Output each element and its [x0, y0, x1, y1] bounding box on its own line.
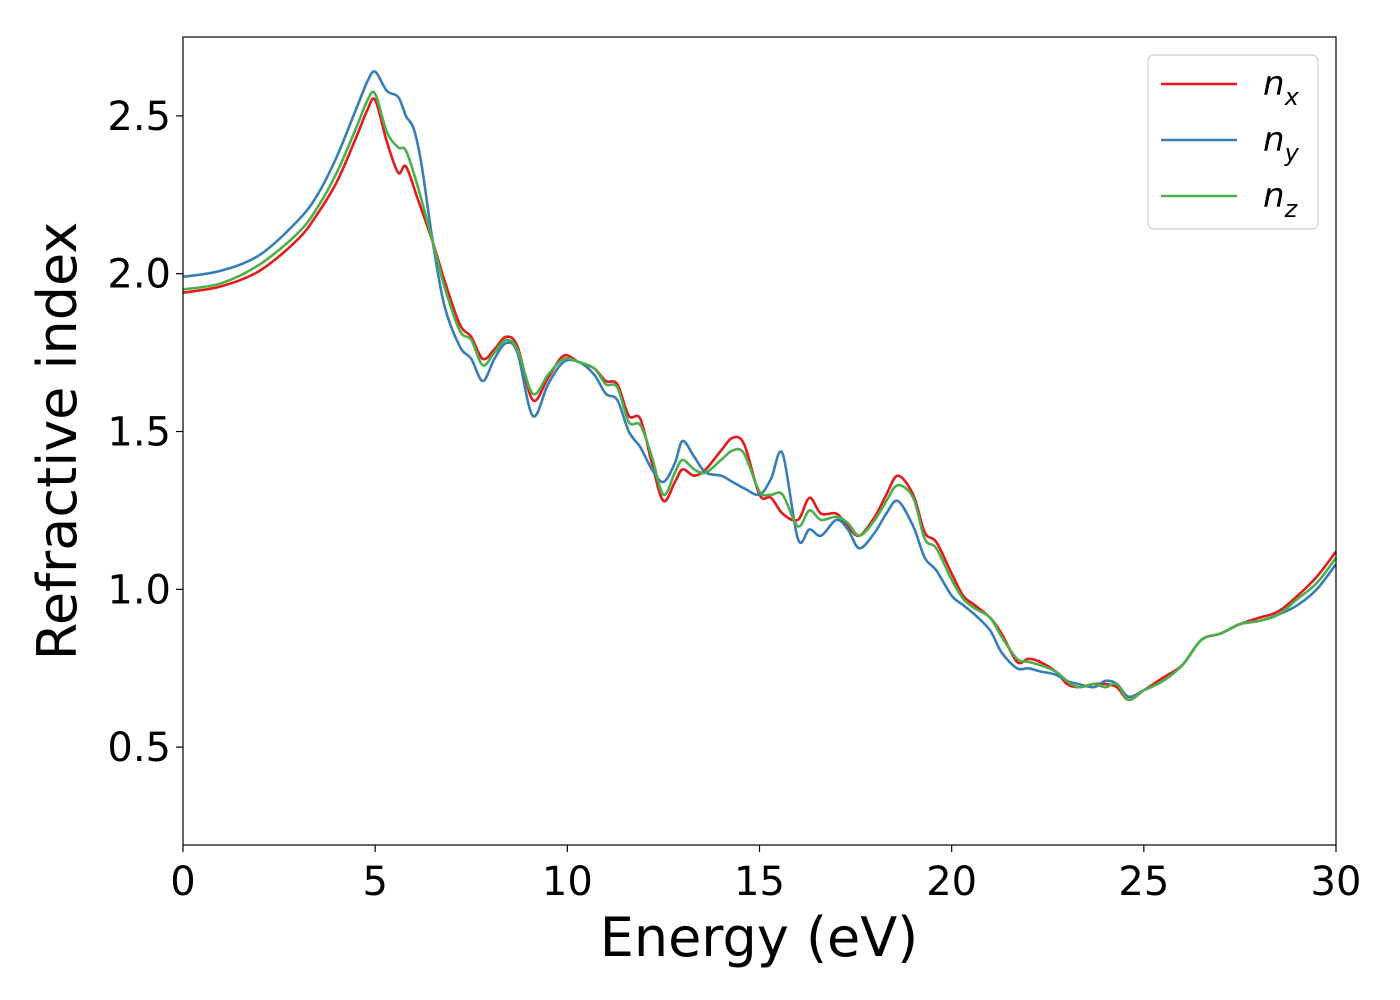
y-tick-label: 2.5: [107, 94, 171, 140]
y-tick-label: 0.5: [107, 725, 171, 771]
x-ticks: 0 5 10 15 20 25 30: [170, 845, 1361, 905]
legend-box: [1147, 54, 1319, 230]
y-ticks: 0.5 1.0 1.5 2.0 2.5: [107, 94, 183, 771]
y-tick-label: 1.0: [107, 567, 171, 613]
x-tick-label: 5: [362, 859, 387, 905]
series-line-n-z: [182, 90, 1338, 702]
series-layer: [182, 70, 1338, 702]
x-tick-label: 15: [734, 859, 785, 905]
x-axis-title: Energy (eV): [600, 906, 919, 969]
y-tick-label: 1.5: [107, 410, 171, 456]
x-tick-label: 0: [170, 859, 195, 905]
x-tick-label: 10: [542, 859, 593, 905]
x-tick-label: 20: [926, 859, 977, 905]
y-axis-title: Refractive index: [26, 222, 89, 661]
legend-label-n-y: ny: [1263, 120, 1300, 167]
series-line-n-y: [182, 70, 1338, 699]
legend-subscript: y: [1284, 139, 1300, 167]
legend-label-n-x: nx: [1263, 64, 1300, 111]
legend-subscript: z: [1284, 195, 1299, 223]
x-tick-label: 25: [1118, 859, 1169, 905]
y-tick-label: 2.0: [107, 252, 171, 298]
x-tick-label: 30: [1311, 859, 1362, 905]
legend-subscript: x: [1284, 83, 1300, 111]
